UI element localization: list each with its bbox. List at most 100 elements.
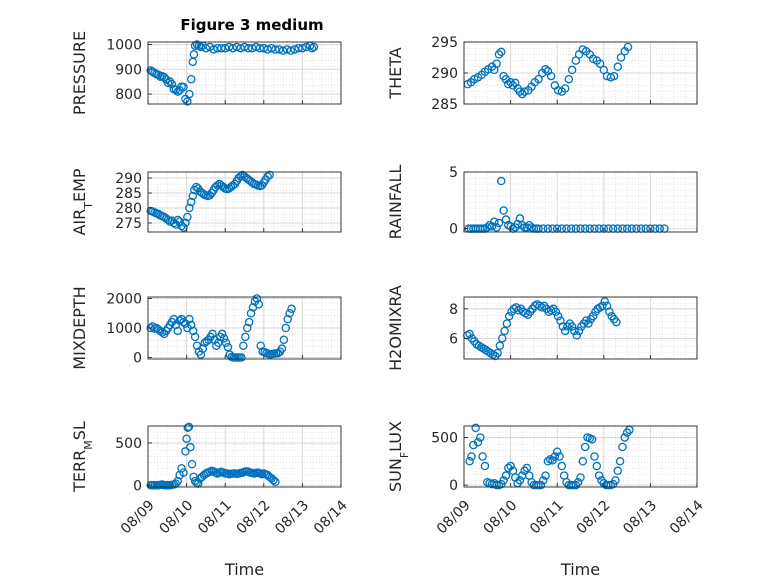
data-point	[511, 78, 520, 88]
data-point	[492, 59, 501, 68]
data-point	[246, 308, 256, 318]
axes-frame	[147, 171, 342, 233]
data-point	[186, 197, 196, 207]
data-point	[286, 46, 296, 55]
data-point	[256, 341, 265, 350]
data-point	[598, 301, 607, 311]
data-point	[531, 480, 541, 490]
data-point	[492, 223, 501, 232]
y-axis-label-main: H2OMIXRA	[386, 285, 405, 371]
subplot-5: 0 1000 2000 MIXDEPTH	[70, 286, 342, 370]
axes-frame	[463, 296, 698, 360]
data-point	[205, 191, 215, 200]
y-axis-label-main: TERR	[70, 450, 89, 493]
data-point	[465, 329, 474, 339]
data-point	[473, 437, 483, 447]
data-point	[221, 338, 231, 348]
axes-frame	[463, 171, 698, 233]
data-point	[553, 311, 563, 321]
data-point	[173, 326, 182, 336]
data-point	[600, 297, 609, 306]
data-point	[309, 42, 319, 52]
data-point	[478, 452, 487, 461]
data-point	[287, 304, 296, 314]
data-point	[493, 348, 502, 358]
data-point	[494, 50, 504, 59]
data-point	[189, 50, 199, 59]
data-point	[613, 466, 623, 476]
data-point	[219, 334, 229, 343]
data-point	[208, 329, 217, 339]
axes-frame	[463, 425, 698, 488]
data-point	[279, 335, 289, 345]
data-point	[181, 447, 190, 456]
data-point	[196, 350, 206, 359]
data-point	[269, 475, 278, 485]
data-point	[541, 65, 550, 74]
data-point	[213, 181, 222, 190]
x-axis-label: Time	[224, 560, 264, 579]
y-tick-label: 6	[449, 331, 458, 347]
y-axis-label-main: RAINFALL	[386, 165, 405, 240]
y-tick-label: 290	[431, 66, 458, 82]
data-point	[265, 170, 274, 180]
data-point	[609, 71, 619, 81]
data-point	[281, 323, 291, 333]
data-point	[467, 452, 476, 461]
data-point	[550, 452, 560, 461]
data-point	[499, 476, 508, 485]
data-point	[515, 476, 525, 485]
axes-frame	[147, 425, 342, 488]
data-point	[263, 172, 272, 181]
data-point	[271, 45, 280, 54]
y-tick-label: 285	[431, 97, 458, 113]
x-axis-label: Time	[560, 560, 600, 579]
y-axis-label: PRESSURE	[70, 31, 89, 115]
data-point	[187, 459, 197, 469]
data-point	[186, 74, 196, 84]
data-point	[241, 332, 250, 342]
data-point	[290, 45, 299, 54]
data-point	[604, 480, 613, 490]
data-point	[492, 480, 501, 490]
data-point	[520, 87, 529, 96]
data-point	[252, 294, 262, 303]
y-axis-label-main: MIXDEPTH	[70, 286, 89, 369]
data-point	[183, 423, 193, 432]
data-point	[217, 329, 227, 339]
data-point	[255, 43, 265, 53]
data-point	[254, 300, 264, 309]
data-point	[504, 311, 514, 321]
y-axis-label-main: PRESSURE	[70, 31, 89, 115]
data-point	[543, 457, 553, 466]
y-axis-label: TERRMSL	[70, 421, 95, 493]
data-point	[502, 319, 512, 328]
data-point	[560, 326, 570, 336]
data-point	[471, 423, 480, 433]
data-point	[244, 317, 254, 327]
data-point	[173, 215, 182, 225]
data-point	[500, 326, 509, 336]
data-point	[179, 468, 188, 477]
data-point	[490, 217, 499, 227]
y-tick-label: 0	[449, 478, 458, 494]
data-point	[616, 53, 626, 62]
data-point	[237, 353, 246, 362]
data-point	[605, 307, 614, 317]
y-tick-label: 0	[449, 222, 458, 238]
data-point	[501, 471, 511, 480]
data-point	[558, 322, 568, 331]
data-point	[552, 447, 562, 456]
y-tick-label: 0	[133, 351, 142, 367]
data-point	[167, 79, 177, 89]
data-point	[560, 84, 570, 93]
data-point	[186, 320, 196, 330]
data-point	[538, 476, 548, 485]
y-axis-label-main: THETA	[386, 47, 405, 99]
data-point	[188, 191, 198, 201]
data-point	[618, 442, 627, 452]
data-point	[175, 217, 184, 226]
subplot-6: 6 8 H2OMIXRA	[386, 285, 698, 371]
